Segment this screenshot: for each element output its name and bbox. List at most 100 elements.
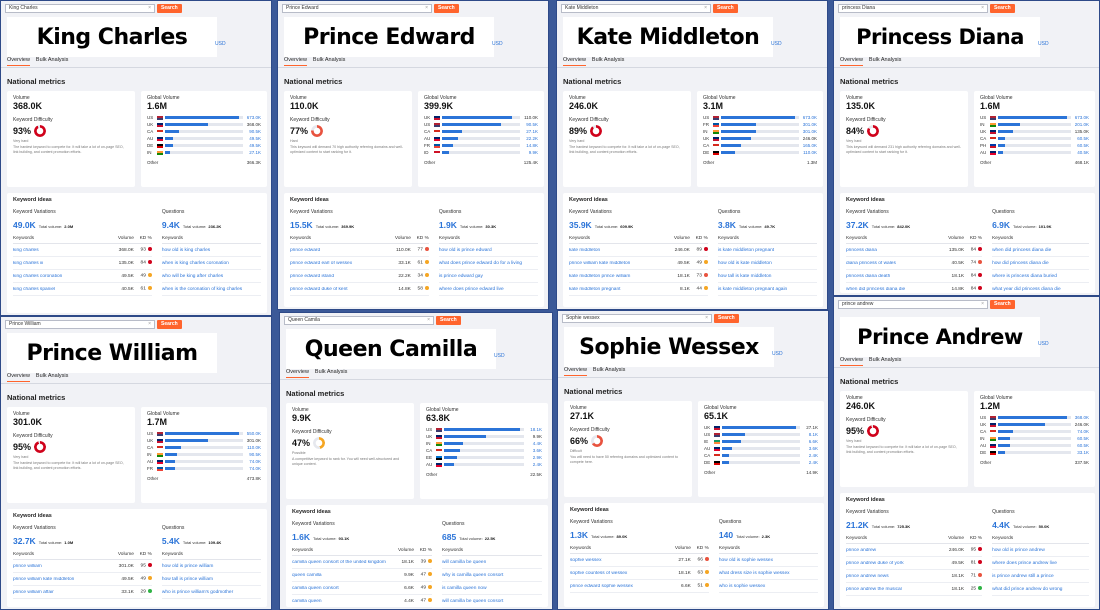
country-volume[interactable]: 6.6K	[808, 439, 818, 444]
keyword-link[interactable]: king charles iii	[13, 260, 44, 266]
question-link[interactable]: who is prince william's godmother	[161, 586, 261, 599]
tab-bulk-analysis[interactable]: Bulk Analysis	[868, 57, 902, 63]
currency-selector[interactable]: USD	[215, 41, 226, 47]
search-input[interactable]: princess Diana ×	[838, 3, 988, 13]
keyword-variations-count[interactable]: 37.2K	[846, 220, 869, 230]
country-volume[interactable]: 74.0K	[249, 459, 261, 464]
tab-bulk-analysis[interactable]: Bulk Analysis	[312, 57, 346, 63]
keyword-link[interactable]: prince andrew	[846, 547, 877, 553]
keyword-link[interactable]: prince edward island	[290, 273, 334, 279]
country-volume[interactable]: 22.2K	[526, 136, 538, 141]
question-link[interactable]: how old is prince william	[161, 560, 261, 573]
country-volume[interactable]: 673.0K	[246, 115, 261, 120]
country-volume[interactable]: 3.6K	[532, 448, 542, 453]
keyword-link[interactable]: prince edward duke of kent	[290, 286, 348, 292]
country-volume[interactable]: 33.1K	[1077, 450, 1089, 455]
search-button[interactable]: Search	[990, 3, 1015, 13]
question-link[interactable]: how did princess diana die	[992, 257, 1089, 270]
country-volume[interactable]: 2.4K	[532, 462, 542, 467]
question-link[interactable]: how old is king charles	[161, 244, 261, 257]
keyword-variations-count[interactable]: 1.6K	[292, 532, 310, 542]
question-link[interactable]: when is the coronation of king charles	[161, 283, 261, 296]
country-volume[interactable]: 165.0K	[802, 143, 817, 148]
keyword-variations-count[interactable]: 21.2K	[846, 520, 869, 530]
question-link[interactable]: is prince andrew still a prince	[992, 570, 1089, 583]
keyword-link[interactable]: prince william affair	[13, 589, 54, 595]
keyword-link[interactable]: king charles spaniel	[13, 286, 56, 292]
keyword-link[interactable]: kate middleton	[569, 247, 601, 253]
questions-count[interactable]: 6.9K	[992, 220, 1011, 230]
country-volume[interactable]: 40.5K	[1077, 150, 1089, 155]
question-link[interactable]: how old is kate middleton	[717, 257, 817, 270]
question-link[interactable]: what dress size is sophie wessex	[718, 567, 818, 580]
keyword-link[interactable]: prince edward	[290, 247, 321, 253]
country-volume[interactable]: 4.4K	[532, 441, 542, 446]
country-volume[interactable]: 301.0K	[802, 122, 817, 127]
keyword-link[interactable]: camilla queen consort of the united king…	[292, 559, 386, 565]
currency-selector[interactable]: USD	[1038, 341, 1049, 347]
tab-bulk-analysis[interactable]: Bulk Analysis	[592, 367, 626, 373]
questions-count[interactable]: 1.9K	[438, 220, 457, 230]
question-link[interactable]: how tall is prince william	[161, 573, 261, 586]
country-volume[interactable]: 60.5K	[1077, 443, 1089, 448]
question-link[interactable]: how tall is kate middleton	[717, 270, 817, 283]
search-input[interactable]: Prince Edward ×	[282, 3, 432, 13]
country-volume[interactable]: 3.6K	[808, 446, 818, 451]
keyword-link[interactable]: queen camilla	[292, 572, 322, 578]
search-button[interactable]: Search	[713, 3, 738, 13]
country-volume[interactable]: 9.9K	[528, 150, 538, 155]
keyword-link[interactable]: princess diana death	[846, 273, 891, 279]
country-volume[interactable]: 368.0K	[1074, 415, 1089, 420]
country-volume[interactable]: 27.1K	[526, 129, 538, 134]
tab-overview[interactable]: Overview	[7, 373, 30, 382]
keyword-link[interactable]: prince edward sophie wessex	[570, 583, 633, 589]
question-link[interactable]: how old is sophie wessex	[718, 554, 818, 567]
question-link[interactable]: what does prince edward do for a living	[438, 257, 538, 270]
questions-count[interactable]: 9.4K	[161, 220, 180, 230]
currency-selector[interactable]: USD	[771, 41, 782, 47]
question-link[interactable]: who will be king after charles	[161, 270, 261, 283]
tab-overview[interactable]: Overview	[840, 357, 863, 366]
question-link[interactable]: is kate middleton pregnant	[717, 244, 817, 257]
tab-bulk-analysis[interactable]: Bulk Analysis	[868, 357, 902, 363]
question-link[interactable]: is kate middleton pregnant again	[717, 283, 817, 296]
keyword-link[interactable]: prince andrew news	[846, 573, 889, 579]
keyword-link[interactable]: prince william	[13, 563, 42, 569]
country-volume[interactable]: 201.0K	[1074, 122, 1089, 127]
keyword-link[interactable]: prince william kate middleton	[569, 260, 631, 266]
search-input[interactable]: Queen Camila ×	[284, 315, 434, 325]
clear-icon[interactable]: ×	[704, 5, 707, 11]
tab-overview[interactable]: Overview	[564, 367, 587, 376]
keyword-link[interactable]: prince william kate middleton	[13, 576, 75, 582]
keyword-link[interactable]: princess diana	[846, 247, 877, 253]
country-volume[interactable]: 110.0K	[247, 445, 261, 450]
search-input[interactable]: Prince William ×	[5, 319, 155, 329]
country-volume[interactable]: 60.5K	[1077, 136, 1089, 141]
tab-bulk-analysis[interactable]: Bulk Analysis	[35, 57, 69, 63]
keyword-link[interactable]: prince andrew the musical	[846, 586, 902, 592]
tab-bulk-analysis[interactable]: Bulk Analysis	[314, 369, 348, 375]
clear-icon[interactable]: ×	[705, 315, 708, 321]
questions-count[interactable]: 5.4K	[161, 536, 180, 546]
search-button[interactable]: Search	[714, 313, 739, 323]
keyword-variations-count[interactable]: 35.9K	[569, 220, 592, 230]
keyword-variations-count[interactable]: 1.3K	[570, 530, 588, 540]
country-volume[interactable]: 49.5K	[249, 136, 261, 141]
country-volume[interactable]: 90.5K	[249, 452, 261, 457]
country-volume[interactable]: 673.0K	[1074, 115, 1089, 120]
country-volume[interactable]: 27.1K	[249, 150, 261, 155]
keyword-link[interactable]: prince edward earl of wessex	[290, 260, 353, 266]
tab-overview[interactable]: Overview	[284, 57, 307, 66]
country-volume[interactable]: 550.0K	[246, 431, 261, 436]
search-button[interactable]: Search	[157, 3, 182, 13]
question-link[interactable]: where does prince andrew live	[992, 557, 1089, 570]
keyword-link[interactable]: king charles	[13, 247, 39, 253]
questions-count[interactable]: 140	[718, 530, 734, 540]
question-link[interactable]: is prince edward gay	[438, 270, 538, 283]
tab-overview[interactable]: Overview	[286, 369, 309, 378]
country-volume[interactable]: 301.0K	[802, 129, 817, 134]
clear-icon[interactable]: ×	[148, 5, 151, 11]
country-volume[interactable]: 14.8K	[526, 143, 538, 148]
clear-icon[interactable]: ×	[425, 5, 428, 11]
keyword-link[interactable]: prince andrew duke of york	[846, 560, 904, 566]
